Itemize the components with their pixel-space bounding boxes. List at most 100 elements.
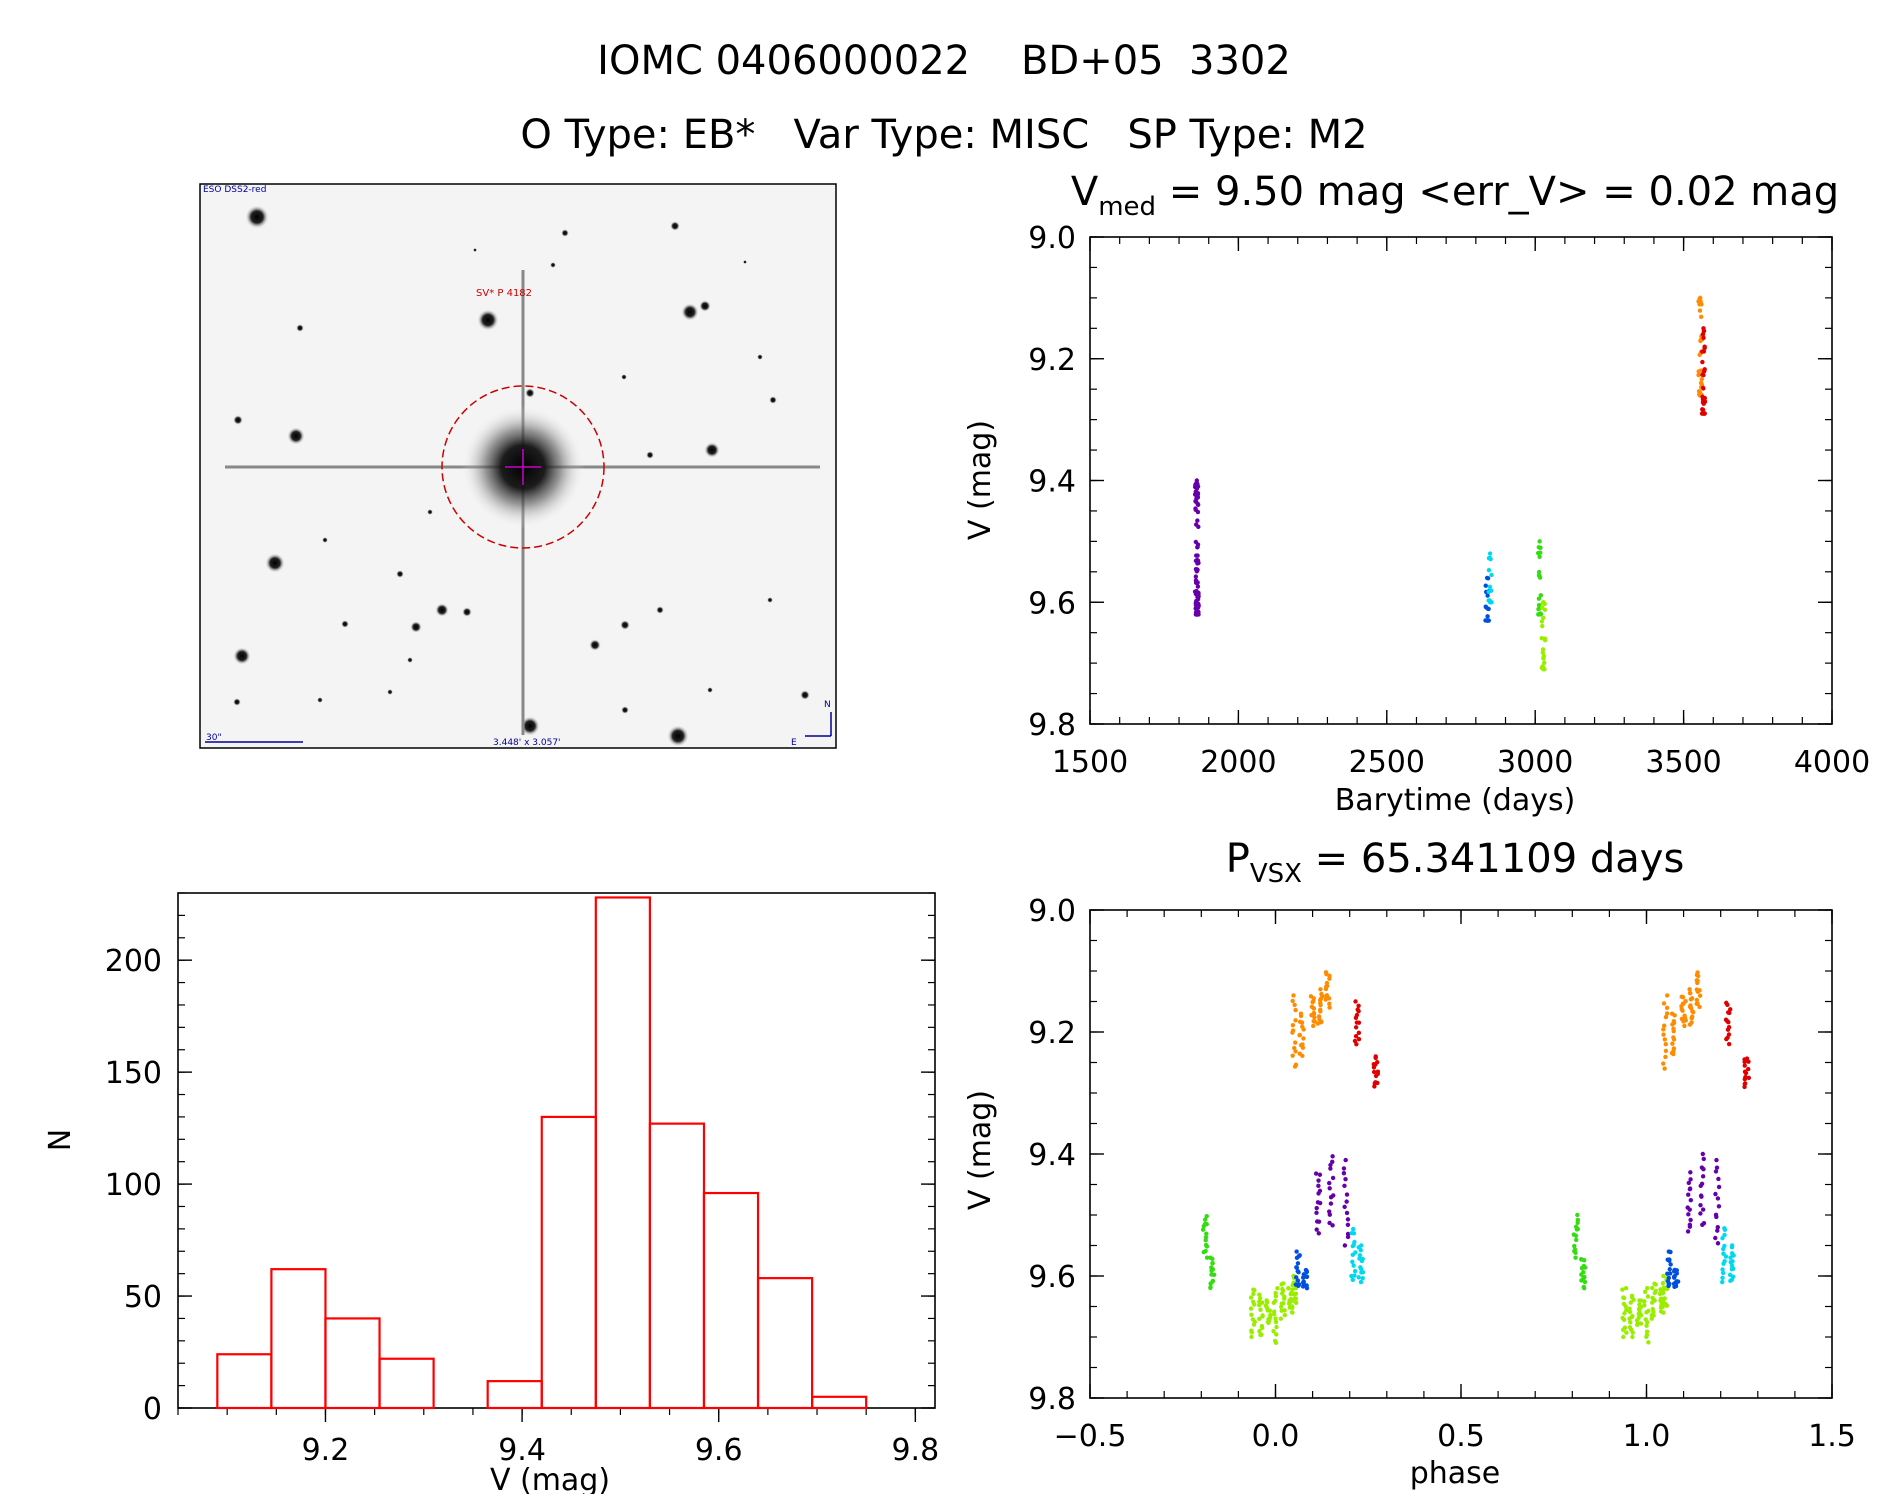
field-stars: [233, 205, 810, 747]
lightcurve-point: [1193, 558, 1199, 564]
field-star: [245, 205, 269, 229]
field-size-label: 3.448' x 3.057': [493, 738, 561, 748]
phased-point: [1342, 1183, 1347, 1189]
finder-chart: ESO DSS2-red SV* P 4182 30" 3.448' x 3.0…: [199, 183, 837, 749]
phased-point: [1373, 1055, 1378, 1061]
phased-point: [1289, 1310, 1295, 1315]
lightcurve-point: [1489, 572, 1494, 578]
phased-point: [1621, 1295, 1627, 1301]
phased-point: [1328, 1195, 1334, 1200]
phased-point: [1725, 1027, 1731, 1032]
field-star: [265, 553, 285, 573]
phased-point: [1627, 1316, 1632, 1321]
phased-point: [1357, 1253, 1363, 1258]
phased-point: [1356, 1003, 1361, 1008]
phased-point: [1699, 1194, 1704, 1199]
phased-point: [1252, 1302, 1257, 1307]
phased-point: [1700, 1151, 1706, 1157]
y-tick-label: 9.2: [1028, 343, 1076, 378]
phased-point: [1573, 1233, 1579, 1238]
phased-point: [1301, 1027, 1306, 1032]
phased-point: [1251, 1291, 1256, 1297]
x-tick-label: −0.5: [1054, 1419, 1127, 1454]
field-star: [589, 639, 601, 651]
lightcurve-point: [1536, 606, 1541, 612]
phased-point: [1685, 1229, 1691, 1234]
phased-point: [1328, 1162, 1333, 1168]
lightcurve-title-rest: = 9.50 mag <err_V> = 0.02 mag: [1156, 169, 1839, 215]
phased-point: [1642, 1303, 1647, 1308]
lightcurve-point: [1696, 372, 1701, 378]
phased-point: [1350, 1252, 1355, 1258]
phased-point: [1282, 1312, 1288, 1318]
histogram-panel: 9.2 9.4 9.6 9.8 0 50 100 150 200 V (mag) N: [43, 892, 939, 1498]
y-tick-label: 9.0: [1028, 894, 1076, 929]
phased-point: [1644, 1323, 1649, 1328]
field-star: [800, 690, 810, 700]
lightcurve-point: [1700, 372, 1705, 377]
lightcurve-point: [1540, 650, 1546, 655]
phased-point: [1356, 1275, 1361, 1280]
phased-point: [1294, 1255, 1300, 1261]
phased-point: [1304, 1268, 1309, 1274]
lightcurve-point: [1195, 501, 1200, 506]
phased-point: [1301, 1036, 1306, 1041]
phased-point: [1725, 1002, 1730, 1007]
lightcurve-point: [1541, 653, 1547, 659]
phased-point: [1290, 1287, 1295, 1292]
histogram-bar: [594, 896, 651, 1410]
phased-point: [1314, 1205, 1319, 1211]
phased-point: [1300, 1284, 1306, 1289]
phased-point: [1259, 1332, 1264, 1337]
lightcurve-point: [1194, 496, 1199, 501]
lightcurve-point: [1696, 389, 1702, 394]
phased-point: [1688, 1197, 1694, 1203]
phased-point: [1300, 1045, 1306, 1050]
phased-point: [1663, 1014, 1669, 1020]
histogram-bar: [216, 1353, 273, 1410]
lightcurve-point: [1193, 574, 1199, 579]
histogram-bar: [486, 1380, 543, 1410]
phased-point: [1579, 1272, 1584, 1277]
phased-point: [1294, 1249, 1299, 1254]
phased-point: [1211, 1272, 1217, 1278]
lightcurve-point: [1702, 344, 1707, 349]
phased-point: [1720, 1270, 1726, 1276]
field-star: [699, 300, 711, 312]
x-tick-label: 2500: [1349, 745, 1425, 780]
y-tick-label: 0: [143, 1392, 162, 1427]
field-star: [396, 570, 404, 578]
phased-point: [1665, 1271, 1670, 1276]
phased-point: [1290, 1282, 1295, 1288]
x-tick-label: 1500: [1052, 745, 1128, 780]
phased-point: [1582, 1274, 1587, 1280]
phased-point: [1311, 1006, 1317, 1011]
lightcurve-point: [1542, 636, 1548, 641]
phased-point: [1257, 1296, 1263, 1301]
lightcurve-xlabel: Barytime (days): [1335, 783, 1576, 818]
field-star: [550, 262, 556, 268]
phased-point: [1663, 1054, 1668, 1060]
field-star: [407, 657, 413, 663]
x-tick-label: 9.8: [891, 1433, 939, 1468]
phased-point: [1688, 990, 1693, 996]
lightcurve-point: [1195, 584, 1201, 589]
field-star: [473, 248, 477, 252]
phased-point: [1275, 1286, 1280, 1291]
y-tick-label: 9.4: [1028, 1138, 1076, 1173]
phased-point: [1671, 1051, 1676, 1057]
phased-point: [1728, 1260, 1734, 1265]
phased-point: [1572, 1243, 1577, 1249]
phased-point: [1286, 1286, 1291, 1291]
phased-point: [1204, 1231, 1209, 1236]
phased-point: [1210, 1260, 1215, 1266]
phased-point: [1725, 1010, 1731, 1015]
phased-point: [1644, 1310, 1649, 1315]
phased-point: [1327, 1220, 1332, 1226]
phased-point: [1621, 1334, 1626, 1340]
phased-point: [1204, 1213, 1209, 1219]
phased-point: [1249, 1334, 1254, 1340]
phased-point: [1294, 1265, 1299, 1270]
phased-point: [1286, 1301, 1292, 1306]
phased-point: [1720, 1267, 1725, 1272]
